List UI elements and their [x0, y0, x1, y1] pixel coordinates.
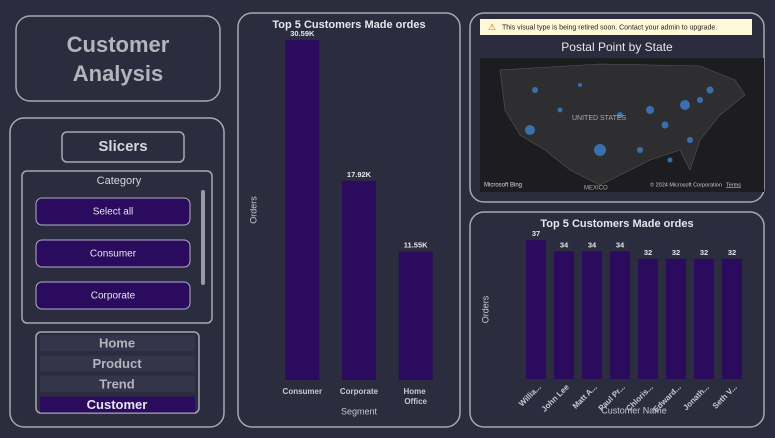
map-land [499, 63, 746, 186]
data-label: 32 [644, 248, 652, 257]
x-tick-label: Corporate [340, 387, 379, 396]
data-label: 30.59K [290, 29, 315, 38]
map-copyright: © 2024 Microsoft Corporation [650, 181, 722, 188]
map-point [557, 107, 563, 113]
warning-icon: ⚠ [488, 22, 496, 32]
bar [694, 258, 714, 379]
page-title: Customer [67, 32, 170, 57]
map-point [646, 106, 654, 114]
data-label: 34 [560, 240, 569, 249]
slicers-header [61, 131, 185, 163]
data-label: 34 [588, 240, 597, 249]
nav-button[interactable] [40, 335, 195, 351]
bar [582, 251, 602, 379]
slicer-options: Select all Consumer Corporate [35, 197, 191, 310]
y-axis-label: Orders [480, 295, 490, 323]
data-label: 32 [700, 248, 708, 257]
nav-panel [35, 331, 200, 414]
map-point [680, 100, 690, 110]
x-tick-label: Consumer [283, 387, 323, 396]
slicer-button-label: Consumer [90, 249, 137, 260]
map-points [525, 83, 714, 163]
map-point [637, 147, 643, 153]
slicer-button[interactable] [35, 281, 191, 310]
title-panel [15, 15, 221, 102]
map-point [687, 137, 693, 143]
map-terms[interactable]: Terms [726, 182, 741, 188]
scrollbar[interactable] [201, 190, 205, 285]
map-point [706, 86, 714, 94]
slicers-title: Slicers [98, 138, 147, 155]
nav-button[interactable] [40, 376, 195, 392]
slicer-button-label: Select all [93, 207, 134, 218]
bar [666, 258, 686, 379]
nav: Home Product Trend Customer [40, 335, 195, 413]
map-point [697, 97, 703, 103]
slicer-button[interactable] [35, 197, 191, 226]
nav-label: Customer [87, 397, 148, 412]
nav-label: Home [99, 335, 135, 350]
map-point [617, 112, 623, 118]
nav-label: Product [92, 356, 142, 371]
nav-label: Trend [99, 376, 134, 391]
nav-button[interactable] [40, 396, 195, 413]
slicer-button-label: Corporate [91, 291, 136, 302]
bar [610, 251, 630, 379]
chart-title: Top 5 Customers Made ordes [540, 218, 693, 230]
data-label: 37 [532, 229, 540, 238]
warning-banner [480, 19, 752, 35]
x-tick-label: Home Office [403, 387, 427, 406]
map-point [525, 125, 535, 135]
bar [398, 251, 433, 380]
bar [554, 251, 574, 379]
map-point [594, 144, 606, 156]
bar [526, 240, 546, 379]
map-brand: Microsoft Bing [484, 183, 522, 189]
chart-title: Top 5 Customers Made ordes [272, 19, 425, 31]
data-label: 17.92K [347, 170, 372, 179]
map-country: UNITED STATES [572, 115, 627, 122]
bar [285, 40, 320, 380]
map-point [532, 87, 538, 93]
map-point [578, 83, 582, 87]
x-axis-label: Segment [341, 406, 378, 416]
y-axis-label: Orders [248, 196, 258, 224]
nav-button[interactable] [40, 355, 195, 372]
map-country: MEXICO [584, 186, 608, 192]
category-title: Category [97, 175, 142, 187]
page-title: Analysis [73, 61, 164, 86]
warning-text: This visual type is being retired soon. … [502, 24, 717, 31]
data-label: 11.55K [404, 241, 428, 250]
bar [342, 180, 376, 380]
map-title: Postal Point by State [561, 40, 673, 54]
map-point [661, 121, 669, 129]
bar [638, 258, 658, 379]
data-label: 34 [616, 240, 625, 249]
slicer-button[interactable] [35, 239, 191, 268]
data-label: 32 [728, 248, 736, 257]
bar [722, 258, 742, 379]
x-axis-label: Customer Name [601, 405, 667, 415]
map-point [667, 157, 673, 163]
data-label: 32 [672, 248, 680, 257]
